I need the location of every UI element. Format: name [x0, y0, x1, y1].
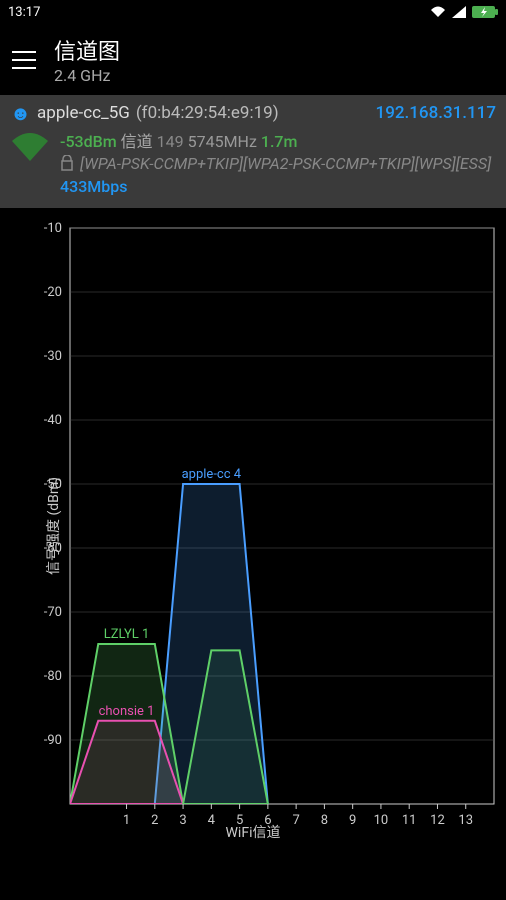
app-header: 信道图 2.4 GHz [0, 24, 506, 95]
status-bar: 13:17 [0, 0, 506, 24]
svg-text:LZLYL 1: LZLYL 1 [104, 627, 150, 642]
svg-text:-70: -70 [44, 605, 62, 620]
page-subtitle: 2.4 GHz [54, 66, 120, 85]
svg-text:-80: -80 [44, 669, 62, 684]
svg-text:3: 3 [179, 813, 186, 828]
svg-text:13: 13 [458, 813, 473, 828]
connection-info-panel[interactable]: ☻ apple-cc_5G (f0:b4:29:54:e9:19) 192.16… [0, 95, 506, 208]
lock-icon [60, 155, 74, 171]
svg-text:10: 10 [374, 813, 389, 828]
channel-value: 149 [157, 132, 184, 151]
svg-text:1: 1 [123, 813, 130, 828]
status-time: 13:17 [8, 5, 40, 20]
page-title: 信道图 [54, 34, 120, 66]
svg-text:-20: -20 [44, 285, 62, 300]
security-text: [WPA-PSK-CCMP+TKIP][WPA2-PSK-CCMP+TKIP][… [80, 153, 491, 175]
svg-text:-90: -90 [44, 733, 62, 748]
info-details: -53dBm 信道 149 5745MHz 1.7m [WPA-PSK-CCMP… [60, 131, 491, 198]
info-line-ssid: ☻ apple-cc_5G (f0:b4:29:54:e9:19) 192.16… [10, 103, 496, 123]
channel-label: 信道 [121, 132, 153, 151]
chart-svg: -10-20-30-40-50-60-70-80-901234567891011… [0, 218, 506, 844]
menu-icon[interactable] [12, 51, 36, 69]
svg-text:2: 2 [151, 813, 158, 828]
ssid-text: apple-cc_5G [37, 103, 130, 123]
svg-text:8: 8 [321, 813, 328, 828]
svg-text:apple-cc 4: apple-cc 4 [182, 467, 242, 482]
svg-text:12: 12 [430, 813, 445, 828]
wifi-strength-icon [10, 131, 50, 198]
signal-icon [452, 6, 466, 18]
channel-chart: 信号强度 (dBm) -10-20-30-40-50-60-70-80-9012… [0, 208, 506, 844]
svg-text:11: 11 [402, 813, 417, 828]
distance-value: 1.7m [261, 132, 298, 151]
svg-text:7: 7 [292, 813, 299, 828]
header-titles: 信道图 2.4 GHz [54, 34, 120, 85]
status-icons [430, 6, 498, 18]
link-rate: 433Mbps [60, 176, 491, 198]
svg-text:-40: -40 [44, 413, 62, 428]
mac-text: (f0:b4:29:54:e9:19) [136, 103, 279, 123]
ip-text: 192.168.31.117 [376, 103, 496, 123]
svg-text:-30: -30 [44, 349, 62, 364]
face-icon: ☻ [10, 103, 31, 123]
frequency-value: 5745MHz [188, 132, 257, 151]
svg-text:4: 4 [208, 813, 216, 828]
battery-charging-icon [472, 6, 498, 18]
svg-text:-10: -10 [44, 221, 62, 236]
svg-text:9: 9 [349, 813, 356, 828]
signal-dbm: -53dBm [60, 132, 117, 151]
info-line-details: -53dBm 信道 149 5745MHz 1.7m [WPA-PSK-CCMP… [10, 131, 496, 198]
x-axis-label: WiFi信道 [226, 822, 281, 842]
wifi-icon [430, 6, 446, 18]
y-axis-label: 信号强度 (dBm) [43, 477, 63, 575]
svg-text:chonsie 1: chonsie 1 [99, 704, 155, 719]
